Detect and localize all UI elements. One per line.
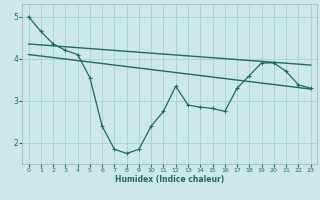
- X-axis label: Humidex (Indice chaleur): Humidex (Indice chaleur): [115, 175, 224, 184]
